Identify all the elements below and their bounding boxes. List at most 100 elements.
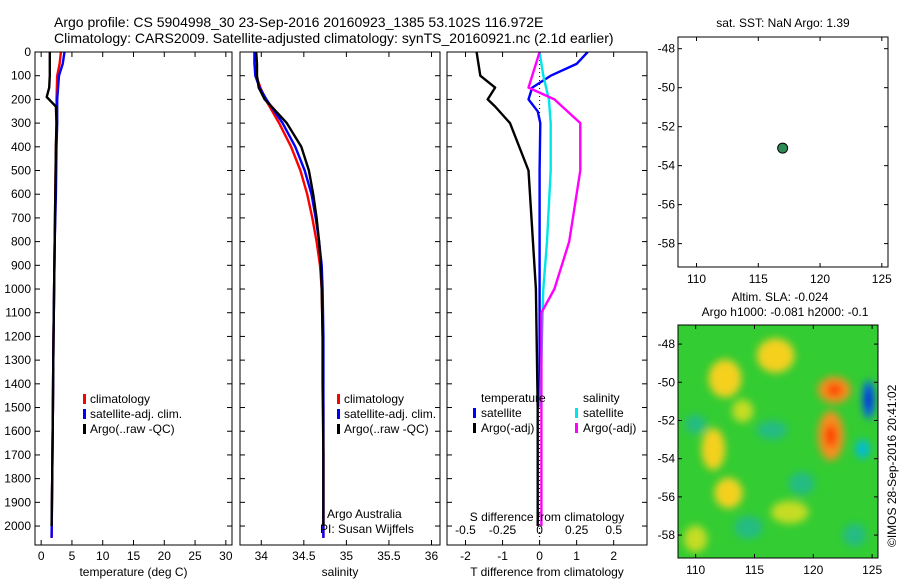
temp-legend-swatch-2 — [83, 424, 86, 434]
heatmap-blobs — [683, 338, 875, 553]
diff-legend-swatch — [473, 408, 476, 418]
sal-legend-swatch-1 — [337, 409, 340, 419]
top-tick-label: 0 — [536, 523, 543, 537]
sal-legend-swatch-0 — [337, 394, 340, 404]
x-tick-label: 15 — [127, 549, 141, 563]
top-axis-label: S difference from climatology — [470, 510, 625, 524]
pi-label: PI: Susan Wijffels — [320, 522, 414, 536]
sst-map-y-tick-label: -52 — [658, 120, 676, 134]
sal-legend-label-0: climatology — [344, 392, 404, 406]
plot-title-line2: Climatology: CARS2009. Satellite-adjuste… — [54, 30, 614, 46]
sla-blob-core — [827, 383, 842, 396]
top-tick-label: 0.25 — [565, 523, 589, 537]
x-tick-label: 35 — [340, 549, 354, 563]
sal-legend-label-2: Argo(..raw -QC) — [344, 422, 429, 436]
sal-legend-label-1: satellite-adj. clim. — [344, 407, 436, 421]
altim-map-x-tick-label: 110 — [686, 563, 705, 577]
x-tick-label: 25 — [188, 549, 202, 563]
sla-blob — [732, 399, 754, 423]
profile-panel-1 — [239, 51, 441, 546]
y-tick-label: 1000 — [4, 282, 31, 296]
diff-legend-swatch — [575, 408, 578, 418]
sst-map-y-tick-label: -48 — [658, 42, 676, 56]
x-tick-label: 30 — [219, 549, 233, 563]
y-tick-label: 100 — [11, 69, 31, 83]
sla-blob — [842, 523, 867, 547]
sla-blob — [683, 525, 708, 553]
y-tick-label: 700 — [11, 211, 31, 225]
x-axis-label: T difference from climatology — [470, 565, 624, 579]
series-group-1 — [253, 52, 325, 538]
y-tick-label: 1200 — [4, 329, 31, 343]
heatmap — [678, 325, 878, 558]
y-tick-label: 400 — [11, 140, 31, 154]
y-tick-label: 1900 — [4, 495, 31, 509]
temp-legend-label-1: satellite-adj. clim. — [90, 407, 182, 421]
x-axis-label: salinity — [322, 565, 359, 579]
sla-blob — [701, 428, 726, 471]
sal-legend-swatch-2 — [337, 424, 340, 434]
series-line-0 — [527, 52, 589, 408]
x-tick-label: 0 — [38, 549, 45, 563]
x-tick-label: 36 — [425, 549, 439, 563]
sla-blob — [714, 477, 743, 509]
y-tick-label: 2000 — [4, 519, 31, 533]
institution-label: Argo Australia — [327, 507, 402, 521]
sla-blob — [770, 500, 809, 524]
altim-argo-label: Argo h1000: -0.081 h2000: -0.1 — [702, 305, 869, 319]
series-group-2 — [475, 52, 589, 526]
x-tick-label: 34.5 — [292, 549, 316, 563]
series-group-0 — [45, 52, 66, 538]
diff-legend-swatch — [575, 423, 578, 433]
profile-panel-2 — [446, 51, 648, 546]
sst-label: sat. SST: NaN Argo: 1.39 — [716, 16, 850, 30]
x-axis-label: temperature (deg C) — [79, 565, 187, 579]
x-tick-label: -2 — [460, 549, 471, 563]
x-tick-label: 35.5 — [377, 549, 401, 563]
top-tick-label: 0.5 — [605, 523, 622, 537]
sla-blob — [756, 338, 795, 373]
temp-legend-label-0: climatology — [90, 392, 150, 406]
sst-map-y-tick-label: -54 — [658, 159, 676, 173]
profile-panel-0 — [34, 51, 233, 546]
diff-legend-temp-title: temperature — [481, 391, 546, 405]
sst-map-y-tick-label: -58 — [658, 237, 676, 251]
y-tick-label: 500 — [11, 164, 31, 178]
altim-map-y-tick-label: -52 — [658, 413, 676, 427]
x-tick-label: 20 — [158, 549, 172, 563]
diff-legend-sal-title: salinity — [583, 391, 620, 405]
top-tick-label: -0.5 — [455, 523, 476, 537]
series-line-2 — [255, 52, 325, 526]
y-tick-label: 600 — [11, 187, 31, 201]
altim-map-x-tick-label: 115 — [745, 563, 764, 577]
temp-legend-swatch-0 — [83, 394, 86, 404]
altim-map-y-tick-label: -58 — [658, 528, 676, 542]
panel-frame — [239, 51, 441, 546]
sst-map-y-tick-label: -56 — [658, 198, 676, 212]
altim-label: Altim. SLA: -0.024 — [732, 290, 829, 304]
series-line-2 — [45, 52, 58, 527]
x-tick-label: 34 — [255, 549, 269, 563]
sla-blob — [855, 439, 870, 459]
x-tick-label: 5 — [69, 549, 76, 563]
x-tick-label: 0 — [536, 549, 543, 563]
temp-legend-swatch-1 — [83, 409, 86, 419]
x-tick-label: 10 — [96, 549, 110, 563]
temp-legend-label-2: Argo(..raw -QC) — [90, 422, 175, 436]
sla-blob — [708, 359, 742, 398]
altim-map-x-tick-label: 120 — [803, 563, 823, 577]
sst-map-y-tick-label: -50 — [658, 81, 676, 95]
y-tick-label: 1800 — [4, 472, 31, 486]
altim-map-y-tick-label: -54 — [658, 452, 676, 466]
altim-map-y-tick-label: -50 — [658, 375, 676, 389]
series-line-1 — [475, 52, 539, 526]
y-tick-label: 1500 — [4, 401, 31, 415]
sla-blob — [756, 420, 788, 440]
diff-legend-swatch — [473, 423, 476, 433]
y-tick-label: 900 — [11, 258, 31, 272]
sst-map-x-tick-label: 115 — [749, 272, 768, 286]
plot-title-line1: Argo profile: CS 5904998_30 23-Sep-2016 … — [54, 14, 544, 30]
panel-frame — [446, 51, 648, 546]
copyright-credit: ©IMOS 28-Sep-2016 20:41:02 — [885, 384, 899, 547]
